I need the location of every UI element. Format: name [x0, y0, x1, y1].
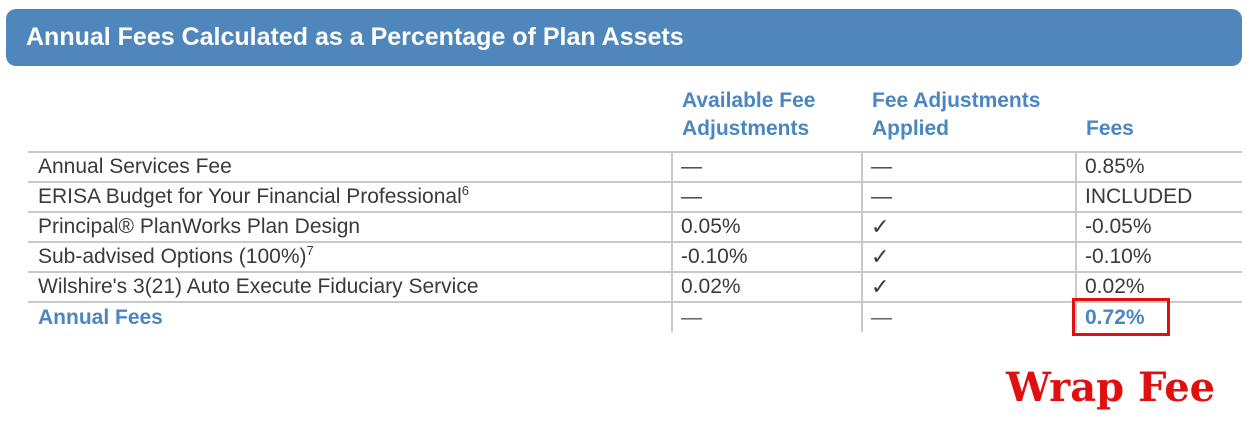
checkmark-icon: ✓ — [861, 241, 1076, 272]
row-label-text: Principal® PlanWorks Plan Design — [38, 215, 361, 238]
table-row: Sub-advised Options (100%)7 -0.10% ✓ -0.… — [28, 241, 1242, 272]
fees-cell: 0.85% — [1075, 151, 1242, 182]
row-label-text: Sub-advised Options (100%) — [38, 245, 307, 268]
total-row: Annual Fees — — 0.72% — [28, 301, 1242, 332]
checkmark-icon: ✓ — [861, 211, 1076, 242]
column-header-available-line2: Adjustments — [682, 117, 810, 140]
fees-cell: 0.02% — [1075, 271, 1242, 302]
footnote-marker: 6 — [461, 183, 469, 198]
column-header-fees-label: Fees — [1086, 117, 1134, 140]
total-label: Annual Fees — [28, 301, 672, 332]
checkmark-icon: ✓ — [861, 271, 1076, 302]
column-header-available: Available Fee Adjustments — [682, 87, 815, 143]
fees-cell: -0.10% — [1075, 241, 1242, 272]
row-label: Wilshire's 3(21) Auto Execute Fiduciary … — [28, 271, 672, 302]
available-cell: — — [671, 151, 862, 182]
total-available-cell: — — [671, 301, 862, 332]
row-label-text: ERISA Budget for Your Financial Professi… — [38, 185, 462, 208]
highlight-box — [1072, 298, 1170, 336]
wrap-fee-annotation: Wrap Fee — [1006, 364, 1216, 411]
row-label: Principal® PlanWorks Plan Design — [28, 211, 672, 242]
applied-cell: — — [861, 151, 1076, 182]
fees-cell: -0.05% — [1075, 211, 1242, 242]
column-header-available-line1: Available Fee — [682, 89, 816, 112]
fees-cell: INCLUDED — [1075, 181, 1242, 212]
row-label: Annual Services Fee — [28, 151, 672, 182]
total-applied-cell: — — [861, 301, 1076, 332]
available-cell: 0.05% — [671, 211, 862, 242]
column-header-applied-line2: Applied — [872, 117, 949, 140]
available-cell: 0.02% — [671, 271, 862, 302]
table-row: Wilshire's 3(21) Auto Execute Fiduciary … — [28, 271, 1242, 302]
available-cell: — — [671, 181, 862, 212]
column-header-applied-line1: Fee Adjustments — [872, 89, 1041, 112]
row-label: ERISA Budget for Your Financial Professi… — [28, 181, 672, 212]
fees-table: Annual Services Fee — — 0.85% ERISA Budg… — [28, 151, 1242, 332]
row-label-text: Wilshire's 3(21) Auto Execute Fiduciary … — [38, 275, 479, 298]
applied-cell: — — [861, 181, 1076, 212]
section-title: Annual Fees Calculated as a Percentage o… — [26, 23, 684, 51]
row-label-text: Annual Services Fee — [38, 155, 232, 178]
column-header-fees: Fees — [1086, 115, 1134, 143]
footnote-marker: 7 — [306, 243, 314, 258]
table-row: Principal® PlanWorks Plan Design 0.05% ✓… — [28, 211, 1242, 242]
section-header: Annual Fees Calculated as a Percentage o… — [6, 9, 1242, 66]
column-header-applied: Fee Adjustments Applied — [872, 87, 1040, 143]
total-fees-cell: 0.72% — [1075, 301, 1242, 332]
row-label: Sub-advised Options (100%)7 — [28, 241, 672, 272]
table-row: Annual Services Fee — — 0.85% — [28, 151, 1242, 182]
table-row: ERISA Budget for Your Financial Professi… — [28, 181, 1242, 212]
available-cell: -0.10% — [671, 241, 862, 272]
